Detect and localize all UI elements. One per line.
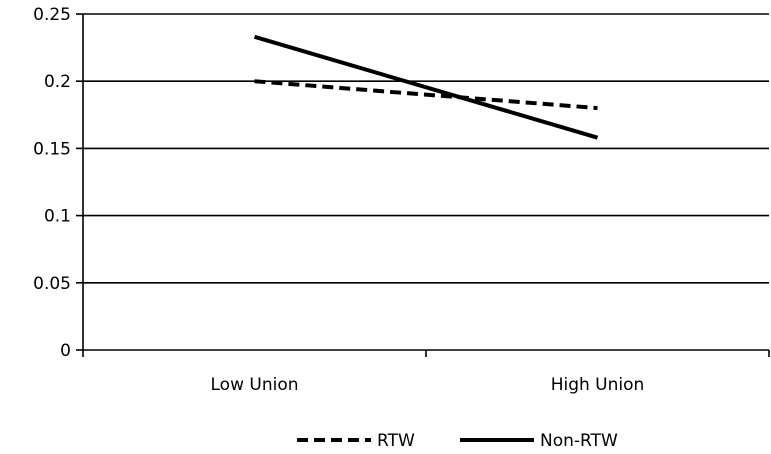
series-line-rtw [254, 79, 598, 111]
legend-label-non-rtw: Non-RTW [540, 431, 618, 451]
legend: RTW Non-RTW [297, 431, 618, 451]
y-axis-tick-labels: 0 0.05 0.1 0.15 0.2 0.25 [33, 5, 71, 361]
y-tick-label: 0.05 [33, 274, 71, 294]
gridlines [83, 13, 769, 284]
x-category-label: High Union [551, 375, 645, 395]
x-category-label: Low Union [211, 375, 299, 395]
legend-label-rtw: RTW [377, 431, 415, 451]
series-lines [253, 34, 599, 140]
x-axis-category-labels: Low Union High Union [211, 375, 645, 395]
y-tick-label: 0.25 [33, 5, 71, 25]
series-line-non-rtw [253, 34, 599, 140]
y-tick-label: 0 [60, 341, 71, 361]
y-tick-label: 0.1 [44, 207, 71, 227]
axes [76, 13, 770, 357]
y-tick-label: 0.15 [33, 139, 71, 159]
y-tick-label: 0.2 [44, 72, 71, 92]
